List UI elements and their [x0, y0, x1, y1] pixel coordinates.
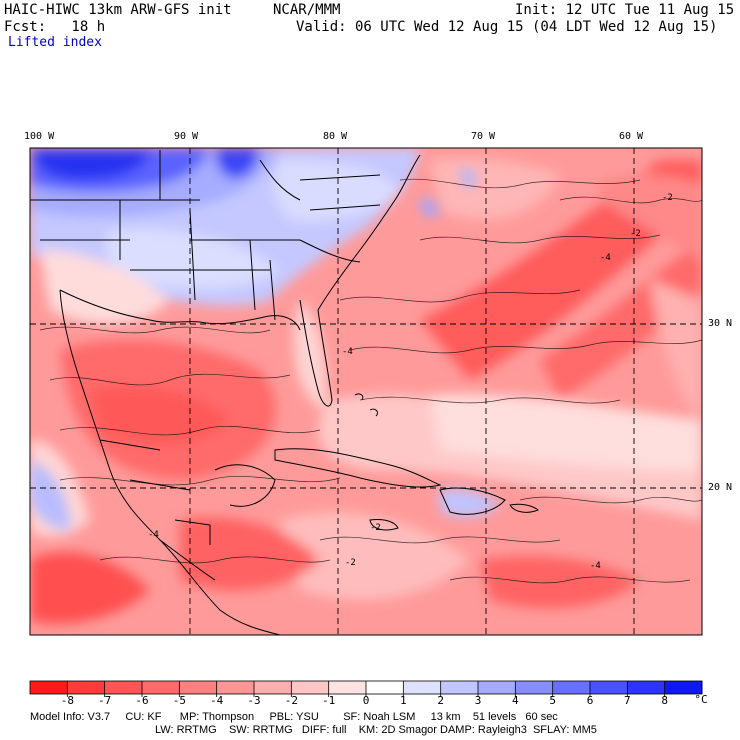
svg-text:-2: -2: [345, 558, 356, 568]
legend-tick-label: -5: [172, 694, 186, 707]
legend-tick-label: -4: [210, 694, 224, 707]
legend-swatch: [104, 681, 143, 694]
svg-text:-4: -4: [148, 530, 159, 540]
legend-swatch: [440, 681, 479, 694]
map-frame: [29, 147, 703, 636]
legend-tick-label: -2: [284, 694, 298, 707]
graticule: [30, 148, 702, 635]
legend-swatch: [664, 681, 703, 694]
legend-tick-label: 5: [549, 694, 556, 707]
legend-swatch: [179, 681, 218, 694]
legend-tick-label: 0: [362, 694, 370, 707]
lon-label-70w: 70 W: [471, 131, 496, 142]
legend-tick-label: -8: [60, 694, 74, 707]
legend-swatch: [216, 681, 255, 694]
valid-time: Valid: 06 UTC Wed 12 Aug 15 (04 LDT Wed …: [296, 19, 718, 35]
legend-tick-label: 4: [512, 694, 519, 707]
svg-text:-2: -2: [630, 229, 641, 239]
model-title: HAIC-HIWC 13km ARW-GFS init: [4, 2, 232, 18]
lon-label-100w: 100 W: [24, 131, 55, 142]
footer-physics-info: LW: RRTMG SW: RRTMG DIFF: full KM: 2D Sm…: [155, 724, 597, 736]
legend-swatch: [552, 681, 591, 694]
lon-label-60w: 60 W: [619, 131, 644, 142]
legend-swatch: [67, 681, 106, 694]
color-legend: [29, 680, 703, 697]
li-contours: [39, 178, 702, 584]
svg-text:-4: -4: [590, 561, 601, 571]
footer-model-info: Model Info: V3.7 CU: KF MP: Thompson PBL…: [30, 711, 558, 723]
legend-swatch: [328, 681, 367, 694]
svg-text:-4: -4: [600, 253, 611, 263]
legend-tick-label: 1: [400, 694, 407, 707]
legend-tick-label: 7: [624, 694, 631, 707]
field-name: Lifted index: [8, 35, 102, 50]
legend-tick-label: 2: [437, 694, 444, 707]
legend-swatch: [366, 681, 404, 694]
legend-tick-label: 3: [474, 694, 482, 707]
svg-text:-4: -4: [342, 347, 353, 357]
legend-tick-label: 8: [661, 694, 668, 707]
lat-label-30n: 30 N: [708, 318, 733, 329]
lon-label-90w: 90 W: [174, 131, 199, 142]
svg-text:-2: -2: [662, 193, 673, 203]
init-time: Init: 12 UTC Tue 11 Aug 15: [515, 2, 735, 18]
lon-label-80w: 80 W: [323, 131, 348, 142]
legend-swatch: [478, 681, 516, 694]
legend-swatch: [590, 681, 628, 694]
lifted-index-field: -2 -2 -4 -2 -2 -4 -4 -4: [30, 148, 702, 635]
agency-label: NCAR/MMM: [273, 2, 341, 18]
lat-label-20n: 20 N: [708, 482, 733, 493]
legend-swatch: [30, 681, 68, 694]
coastlines: [30, 150, 539, 635]
legend-swatch: [627, 681, 666, 694]
forecast-hour: Fcst: 18 h: [4, 19, 106, 35]
legend-swatch: [515, 681, 554, 694]
legend-tick-label: -1: [322, 694, 336, 707]
legend-swatch: [291, 681, 330, 694]
legend-swatch: [403, 681, 442, 694]
legend-tick-label: -3: [247, 694, 261, 707]
legend-tick-label: -6: [135, 694, 149, 707]
legend-unit: °C: [694, 693, 708, 706]
legend-swatch: [254, 681, 292, 694]
legend-tick-label: -7: [98, 694, 112, 707]
legend-swatch: [142, 681, 180, 694]
legend-tick-label: 6: [586, 694, 594, 707]
